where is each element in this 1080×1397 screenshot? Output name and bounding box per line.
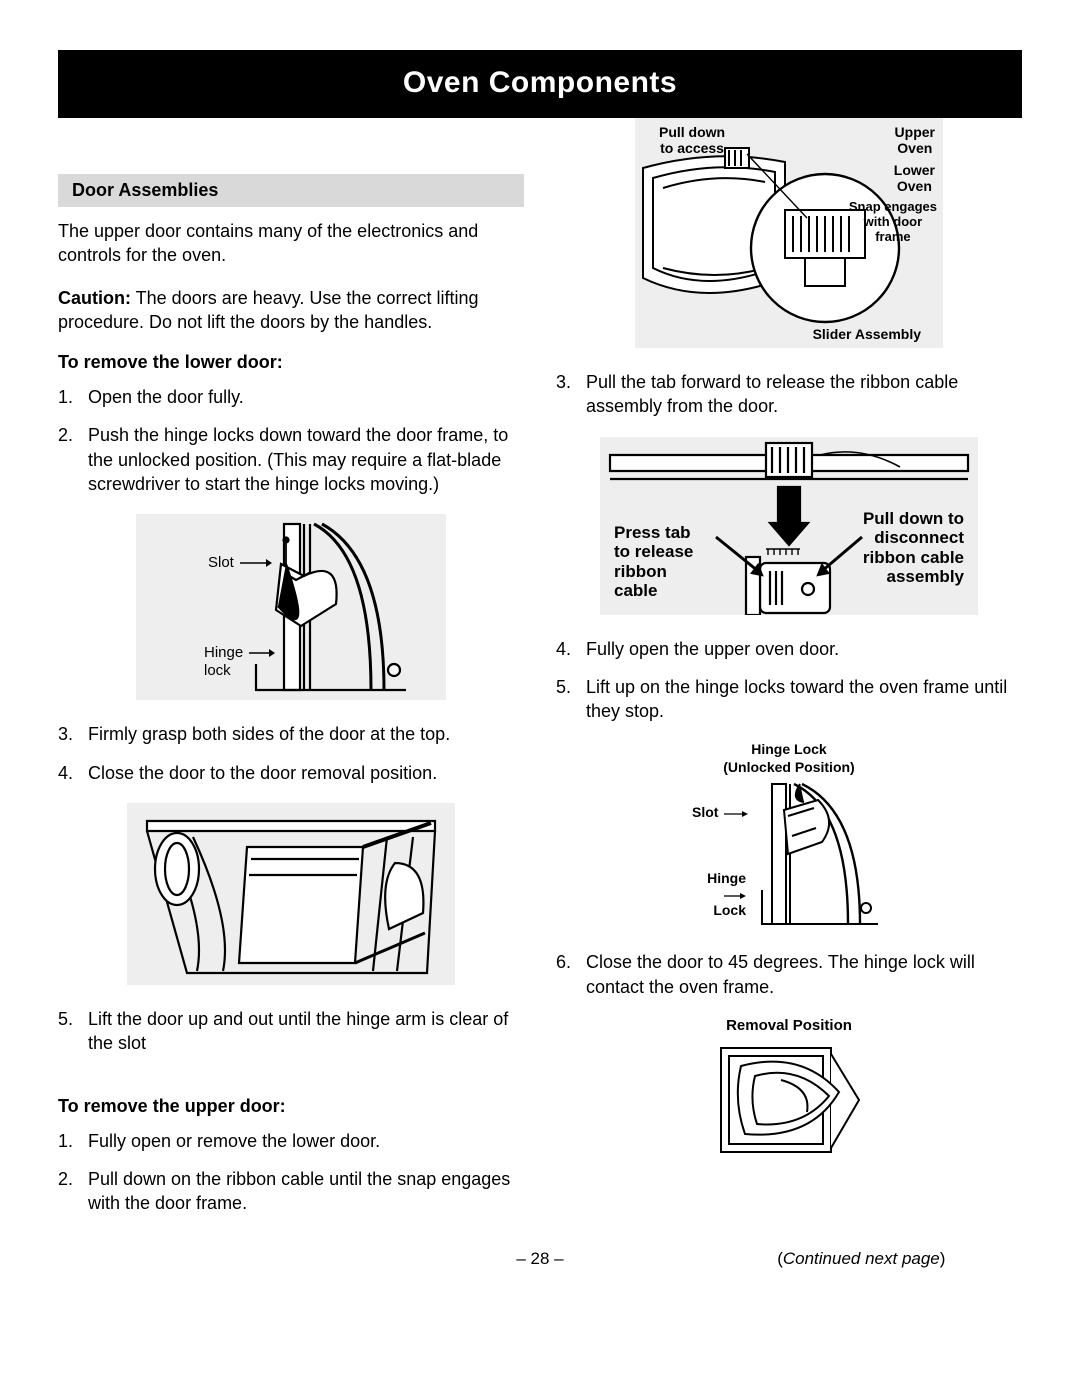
fig5-label-hinge-lock: Hinge Lock [688,870,746,918]
upper-door-steps-3: Pull the tab forward to release the ribb… [556,370,1022,419]
upper-step-4: Fully open the upper oven door. [556,637,1022,661]
fig3-label-pull-down: Pull down to access [659,124,725,156]
lower-door-heading: To remove the lower door: [58,352,524,373]
figure-slider-assembly: Pull down to access Upper Oven Lower Ove… [635,118,943,348]
fig4-label-right: Pull down to disconnect ribbon cable ass… [863,509,964,587]
fig1-label-slot: Slot [208,554,272,571]
figure-removal-position-wrap: Removal Position [556,1017,1022,1160]
upper-step-1: Fully open or remove the lower door. [58,1129,524,1153]
upper-step-2: Pull down on the ribbon cable until the … [58,1167,524,1216]
figure-hinge-lock-unlocked: Slot Hinge Lock [688,780,890,928]
figure-removal-position [711,1040,867,1160]
door-removal-diagram-icon [127,803,455,985]
upper-step-5: Lift up on the hinge locks toward the ov… [556,675,1022,724]
upper-door-steps-1-2: Fully open or remove the lower door. Pul… [58,1129,524,1216]
section-heading-door-assemblies: Door Assemblies [58,174,524,207]
page-number: – 28 – [379,1249,700,1269]
caution-label: Caution: [58,288,131,308]
figure-door-removal-position [127,803,455,985]
fig4-label-left: Press tab to release ribbon cable [614,523,693,601]
page-title-bar: Oven Components [58,50,1022,118]
figure-hinge-lock-unlocked-wrap: Hinge Lock (Unlocked Position) [556,741,1022,928]
fig3-label-snap: Snap engages with door frame [849,200,937,245]
removal-position-diagram-icon [711,1040,867,1160]
upper-step-3: Pull the tab forward to release the ribb… [556,370,1022,419]
lower-door-steps-3-4: Firmly grasp both sides of the door at t… [58,722,524,785]
lower-step-4: Close the door to the door removal posit… [58,761,524,785]
section-heading-text: Door Assemblies [72,180,218,200]
lower-step-5: Lift the door up and out until the hinge… [58,1007,524,1056]
fig5-caption: Hinge Lock (Unlocked Position) [723,741,854,776]
upper-door-steps-4-5: Fully open the upper oven door. Lift up … [556,637,1022,724]
figure-hinge-lock-slot: Slot Hinge lock [136,514,446,700]
left-column: Door Assemblies The upper door contains … [58,174,524,1233]
continued-next-page: (Continued next page) [701,1249,1022,1269]
lower-step-3: Firmly grasp both sides of the door at t… [58,722,524,746]
upper-door-heading: To remove the upper door: [58,1096,524,1117]
lower-door-steps-1-2: Open the door fully. Push the hinge lock… [58,385,524,496]
lower-step-1: Open the door fully. [58,385,524,409]
fig3-label-slider: Slider Assembly [813,326,921,342]
caution-paragraph: Caution: The doors are heavy. Use the co… [58,286,524,335]
fig5-label-slot: Slot [692,804,748,820]
hinge-lock-diagram-icon [136,514,446,700]
fig1-label-hinge-lock: Hinge lock [204,644,275,679]
figure-ribbon-cable-release: Press tab to release ribbon cable Pull d… [600,437,978,615]
upper-step-6: Close the door to 45 degrees. The hinge … [556,950,1022,999]
fig6-caption: Removal Position [726,1017,852,1034]
fig3-label-upper-oven: Upper Oven [895,124,935,156]
content-columns: Door Assemblies The upper door contains … [58,174,1022,1233]
upper-door-steps-6: Close the door to 45 degrees. The hinge … [556,950,1022,999]
page-footer: – 28 – (Continued next page) [58,1239,1022,1269]
page-title: Oven Components [403,66,677,99]
lower-door-steps-5: Lift the door up and out until the hinge… [58,1007,524,1056]
right-column: Pull down to access Upper Oven Lower Ove… [556,174,1022,1233]
intro-paragraph: The upper door contains many of the elec… [58,219,524,268]
lower-step-2: Push the hinge locks down toward the doo… [58,423,524,496]
fig3-label-lower-oven: Lower Oven [894,162,935,194]
